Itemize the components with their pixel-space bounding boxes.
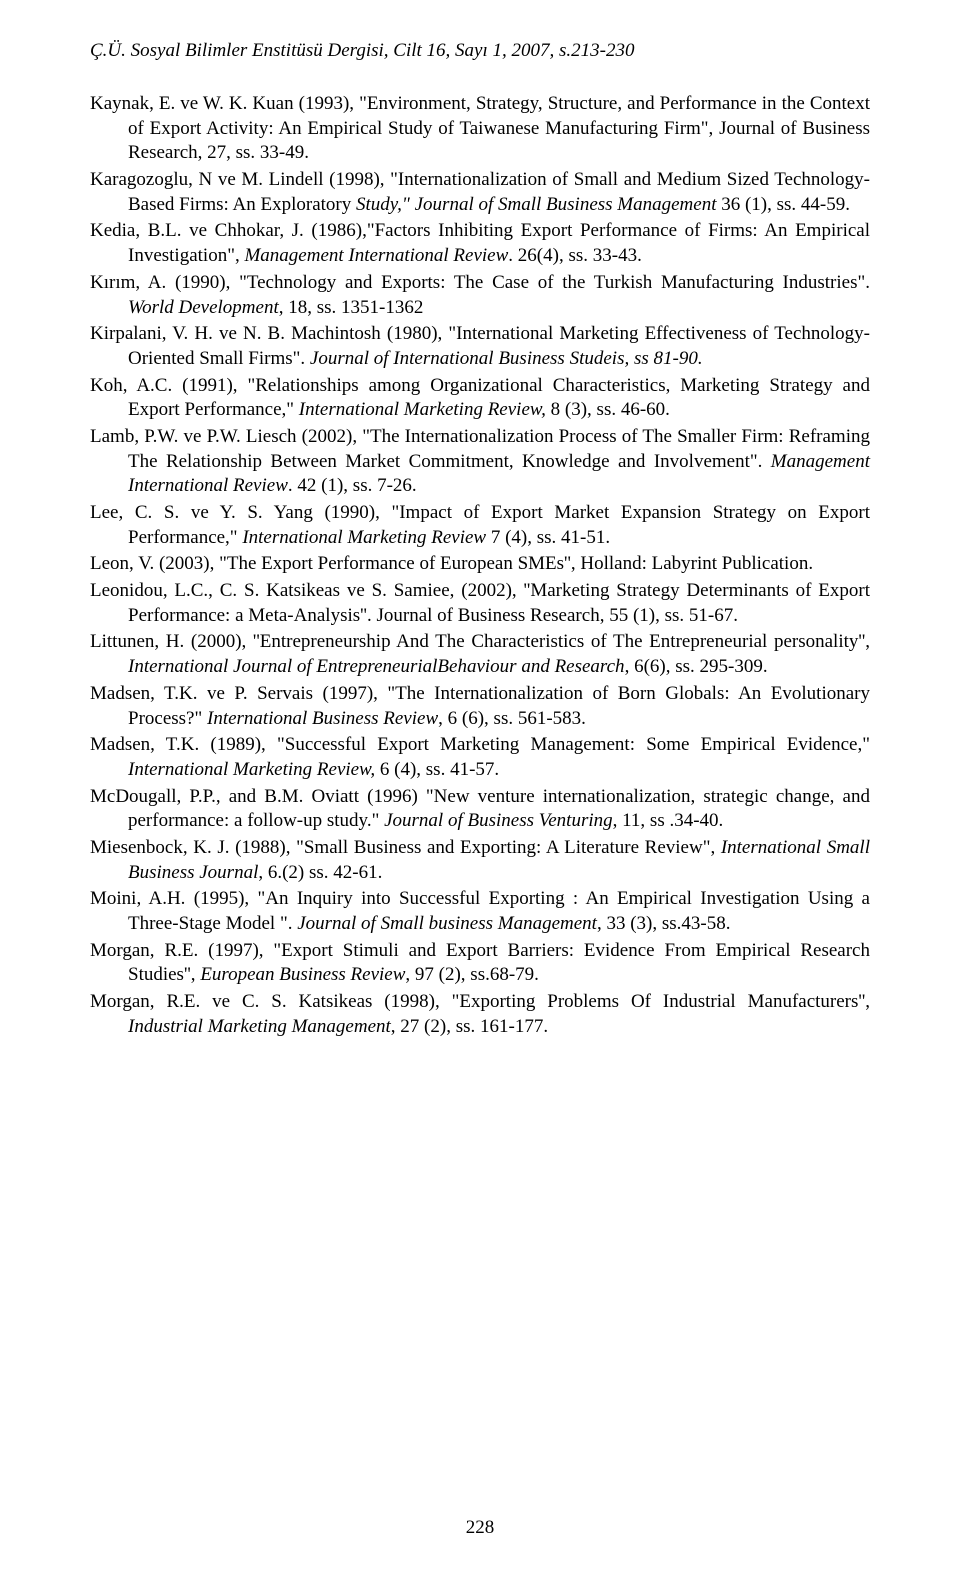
document-page: Ç.Ü. Sosyal Bilimler Enstitüsü Dergisi, … xyxy=(0,0,960,1569)
reference-entry: Madsen, T.K. ve P. Servais (1997), "The … xyxy=(90,682,870,731)
reference-entry: Morgan, R.E. ve C. S. Katsikeas (1998), … xyxy=(90,990,870,1039)
reference-entry: Leon, V. (2003), "The Export Performance… xyxy=(90,552,870,577)
reference-entry: Kaynak, E. ve W. K. Kuan (1993), "Enviro… xyxy=(90,92,870,166)
journal-header: Ç.Ü. Sosyal Bilimler Enstitüsü Dergisi, … xyxy=(90,40,870,62)
references-list: Kaynak, E. ve W. K. Kuan (1993), "Enviro… xyxy=(90,92,870,1039)
reference-entry: Miesenbock, K. J. (1988), "Small Busines… xyxy=(90,836,870,885)
page-number: 228 xyxy=(0,1517,960,1539)
reference-entry: Lee, C. S. ve Y. S. Yang (1990), "Impact… xyxy=(90,501,870,550)
reference-entry: Lamb, P.W. ve P.W. Liesch (2002), "The I… xyxy=(90,425,870,499)
reference-entry: Littunen, H. (2000), ''Entrepreneurship … xyxy=(90,630,870,679)
reference-entry: Koh, A.C. (1991), "Relationships among O… xyxy=(90,374,870,423)
reference-entry: Moini, A.H. (1995), "An Inquiry into Suc… xyxy=(90,887,870,936)
reference-entry: Karagozoglu, N ve M. Lindell (1998), "In… xyxy=(90,168,870,217)
reference-entry: Kırım, A. (1990), "Technology and Export… xyxy=(90,271,870,320)
reference-entry: Morgan, R.E. (1997), "Export Stimuli and… xyxy=(90,939,870,988)
reference-entry: Leonidou, L.C., C. S. Katsikeas ve S. Sa… xyxy=(90,579,870,628)
reference-entry: Madsen, T.K. (1989), "Successful Export … xyxy=(90,733,870,782)
reference-entry: Kirpalani, V. H. ve N. B. Machintosh (19… xyxy=(90,322,870,371)
reference-entry: McDougall, P.P., and B.M. Oviatt (1996) … xyxy=(90,785,870,834)
reference-entry: Kedia, B.L. ve Chhokar, J. (1986),"Facto… xyxy=(90,219,870,268)
